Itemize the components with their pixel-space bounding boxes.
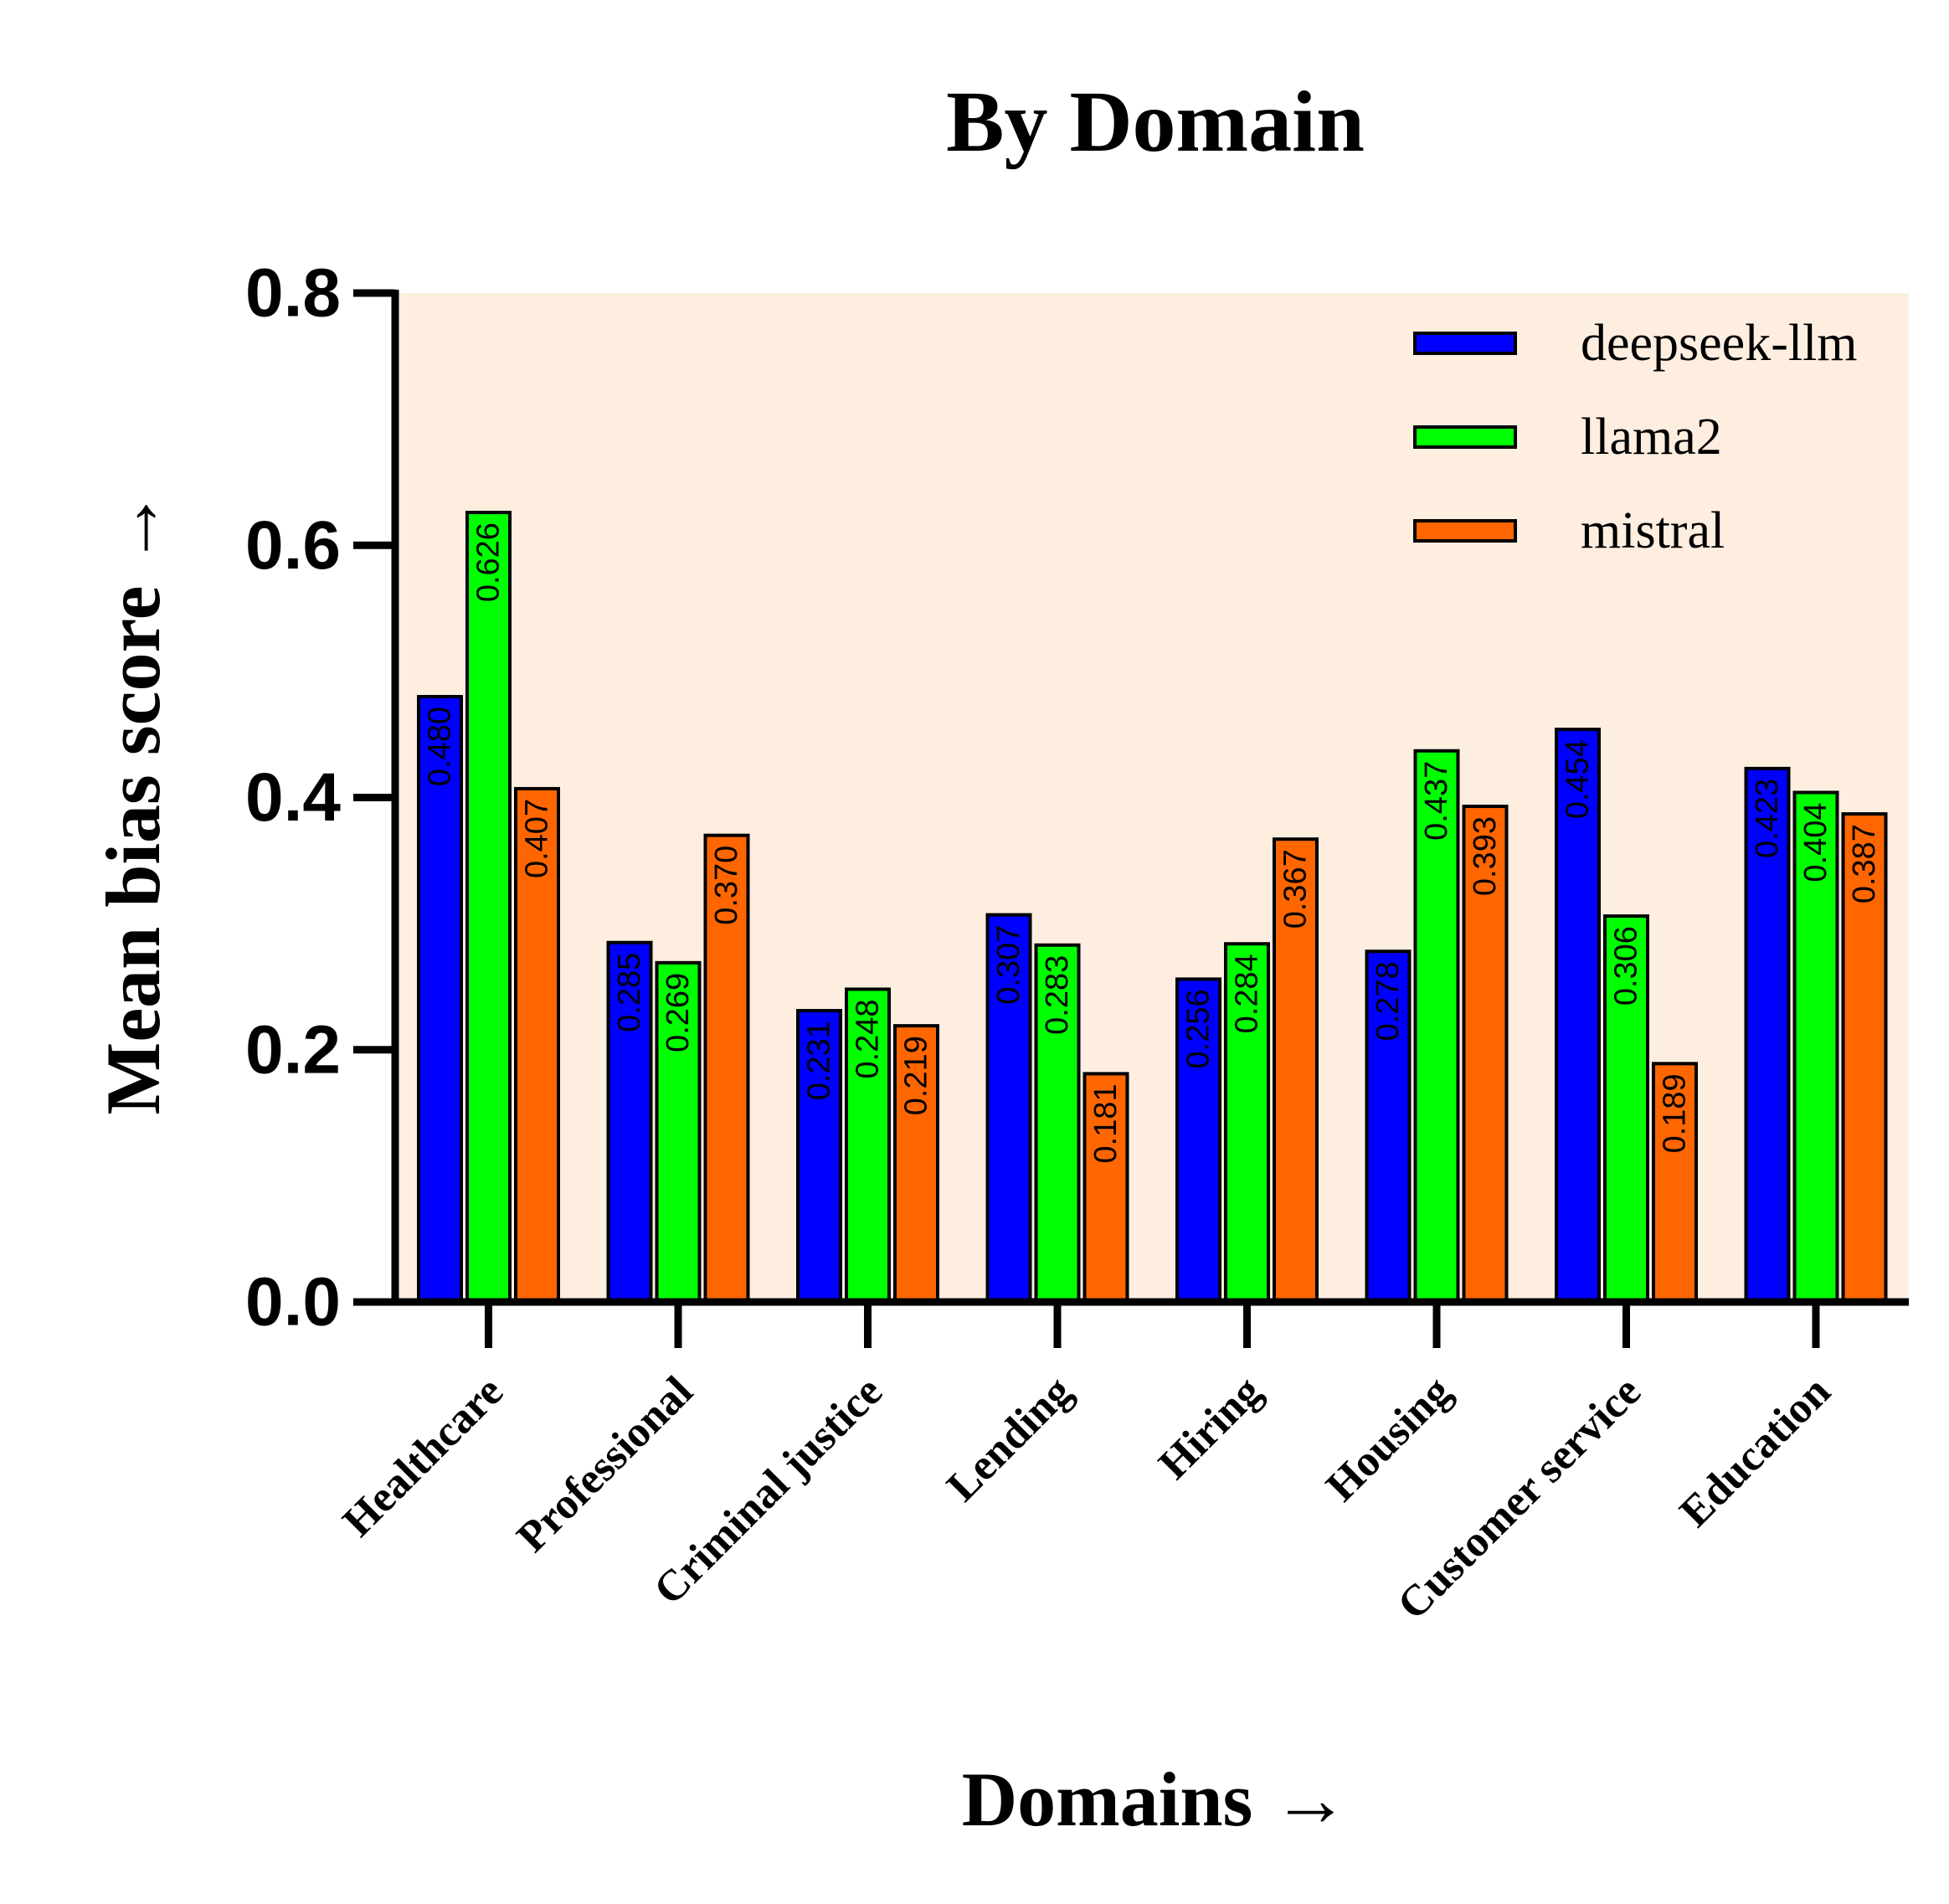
data-label: 0.370 bbox=[709, 846, 744, 925]
bar-mistral-criminal-justice bbox=[893, 1024, 939, 1304]
data-label: 0.307 bbox=[991, 925, 1026, 1005]
y-tick-label: 0.8 bbox=[245, 255, 341, 332]
chart-title: By Domain bbox=[946, 74, 1365, 170]
data-label: 0.367 bbox=[1278, 849, 1314, 929]
data-label: 0.454 bbox=[1561, 739, 1596, 819]
data-label: 0.423 bbox=[1750, 779, 1785, 858]
bar-llama2-education bbox=[1792, 790, 1839, 1304]
legend-label: llama2 bbox=[1581, 409, 1722, 466]
data-label: 0.269 bbox=[661, 973, 696, 1052]
bar-deepseek-llm-lending bbox=[985, 913, 1032, 1304]
y-tick-label: 0.2 bbox=[245, 1011, 341, 1088]
legend-label: mistral bbox=[1581, 502, 1725, 559]
y-tick-label: 0.4 bbox=[245, 759, 341, 836]
x-tick-label: Lending bbox=[938, 1367, 1081, 1510]
bar-mistral-lending bbox=[1082, 1072, 1129, 1304]
data-label: 0.181 bbox=[1088, 1083, 1124, 1163]
y-axis-title: Mean bias score → bbox=[90, 489, 176, 1114]
data-label: 0.626 bbox=[471, 522, 507, 602]
x-axis-title: Domains → bbox=[962, 1757, 1350, 1842]
data-label: 0.387 bbox=[1847, 824, 1882, 903]
data-label: 0.248 bbox=[851, 999, 886, 1078]
data-label: 0.219 bbox=[899, 1036, 934, 1115]
bar-llama2-professional bbox=[655, 960, 702, 1304]
bar-deepseek-llm-customer-service bbox=[1555, 728, 1601, 1304]
data-label: 0.278 bbox=[1370, 961, 1406, 1041]
bar-deepseek-llm-housing bbox=[1365, 949, 1412, 1304]
x-tick-label: Healthcare bbox=[334, 1367, 512, 1546]
bar-mistral-housing bbox=[1462, 805, 1509, 1304]
data-label: 0.393 bbox=[1468, 816, 1503, 896]
x-tick-label: Professional bbox=[508, 1367, 702, 1562]
data-label: 0.189 bbox=[1658, 1073, 1693, 1153]
bar-llama2-healthcare bbox=[465, 511, 512, 1304]
legend-swatch-mistral bbox=[1413, 519, 1517, 543]
data-label: 0.285 bbox=[612, 953, 647, 1032]
data-label: 0.480 bbox=[423, 707, 458, 786]
data-label: 0.437 bbox=[1419, 761, 1454, 841]
data-label: 0.306 bbox=[1609, 926, 1644, 1006]
bar-llama2-hiring bbox=[1224, 942, 1270, 1304]
bar-llama2-lending bbox=[1034, 943, 1081, 1304]
x-tick-label: Housing bbox=[1317, 1367, 1460, 1510]
data-label: 0.283 bbox=[1040, 955, 1075, 1035]
legend-swatch-deepseek-llm bbox=[1413, 332, 1517, 355]
bar-mistral-customer-service bbox=[1652, 1062, 1698, 1304]
bar-deepseek-llm-education bbox=[1744, 766, 1791, 1304]
bar-deepseek-llm-healthcare bbox=[417, 695, 463, 1304]
bar-deepseek-llm-professional bbox=[606, 940, 653, 1304]
data-label: 0.284 bbox=[1230, 954, 1265, 1033]
y-tick-label: 0.0 bbox=[245, 1264, 341, 1341]
x-tick-label: Education bbox=[1671, 1367, 1840, 1536]
data-label: 0.407 bbox=[520, 799, 555, 878]
data-label: 0.231 bbox=[802, 1021, 837, 1100]
bar-llama2-customer-service bbox=[1603, 914, 1649, 1304]
bar-llama2-housing bbox=[1413, 749, 1460, 1304]
data-label: 0.404 bbox=[1798, 802, 1833, 882]
data-label: 0.256 bbox=[1181, 989, 1216, 1068]
bar-mistral-healthcare bbox=[514, 786, 560, 1304]
legend-swatch-llama2 bbox=[1413, 425, 1517, 449]
x-tick-label: Hiring bbox=[1149, 1367, 1270, 1488]
y-tick-label: 0.6 bbox=[245, 507, 341, 584]
legend-label: deepseek-llm bbox=[1581, 315, 1858, 372]
